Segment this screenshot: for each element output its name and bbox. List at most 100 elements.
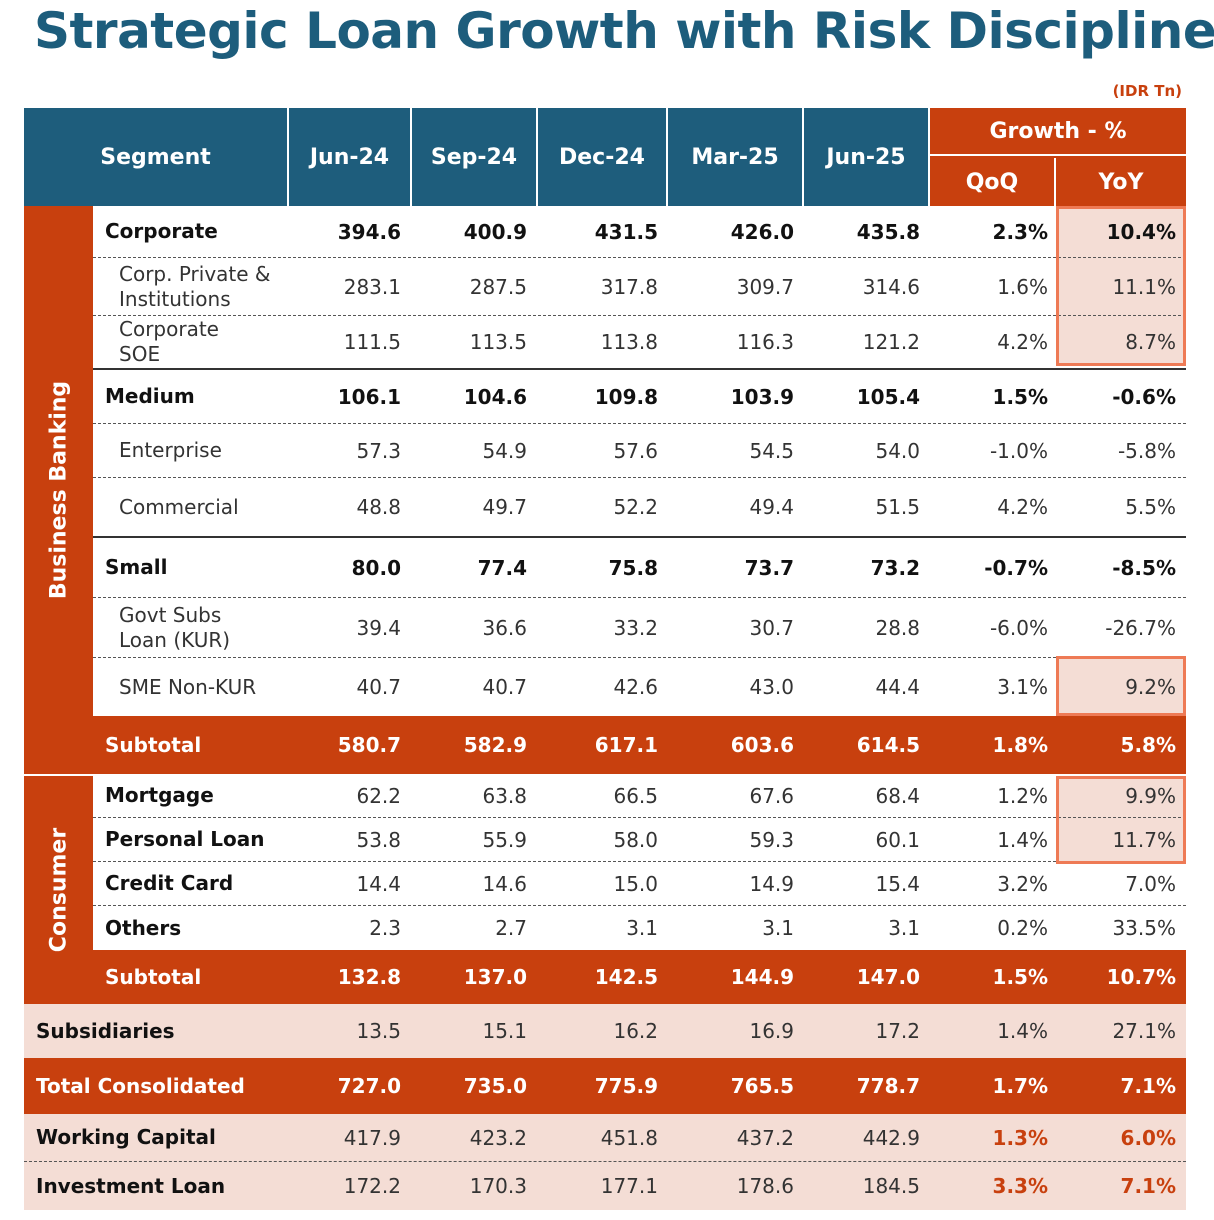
cell-value: 184.5 — [862, 1174, 920, 1198]
cell-value: 59.3 — [749, 827, 794, 852]
table-row: Mortgage 62.2 63.8 66.5 67.6 68.4 1.2% 9… — [93, 774, 1186, 818]
header-dec-24: Dec-24 — [538, 108, 668, 206]
table-row-subtotal: Subtotal 132.8 137.0 142.5 144.9 147.0 1… — [93, 950, 1186, 1004]
cell-qoq: -1.0% — [989, 438, 1048, 463]
cell-value: 178.6 — [736, 1174, 794, 1198]
cell-value: 77.4 — [477, 555, 527, 580]
row-label: Corporate — [105, 219, 218, 243]
cell-value: 132.8 — [337, 965, 401, 989]
cell-value: 2.3 — [369, 916, 401, 940]
cell-value: 33.2 — [613, 615, 658, 640]
yoy-highlight-sme-bg — [1058, 658, 1184, 714]
cell-yoy: 11.7% — [1112, 827, 1176, 852]
cell-value: 778.7 — [856, 1074, 920, 1098]
cell-qoq: 3.2% — [997, 871, 1048, 896]
cell-qoq: 4.2% — [997, 330, 1048, 354]
yoy-highlight-corporate-bg — [1058, 208, 1184, 364]
yoy-highlight-consumer-bg — [1058, 778, 1184, 862]
cell-qoq: 2.3% — [992, 219, 1048, 244]
cell-value: 113.8 — [600, 330, 658, 354]
cell-value: 75.8 — [608, 555, 658, 580]
cell-yoy: 6.0% — [1120, 1125, 1176, 1150]
cell-value: 80.0 — [351, 555, 401, 580]
cell-qoq: 1.6% — [997, 274, 1048, 299]
table-row: Corp. Private & Institutions 283.1 287.5… — [93, 258, 1186, 316]
cell-value: 49.4 — [749, 495, 794, 519]
header-mar-25: Mar-25 — [668, 108, 804, 206]
cell-yoy: 5.8% — [1120, 733, 1176, 757]
cell-value: 55.9 — [482, 827, 527, 852]
cell-yoy: 7.0% — [1125, 871, 1176, 896]
table-row: Corporate SOE 111.5 113.5 113.8 116.3 12… — [93, 316, 1186, 370]
row-label: Subtotal — [105, 732, 202, 757]
row-label: Credit Card — [105, 871, 234, 895]
header-growth: Growth - % QoQ YoY — [930, 108, 1186, 206]
table-header: Segment Jun-24 Sep-24 Dec-24 Mar-25 Jun-… — [24, 108, 1186, 206]
cell-value: 580.7 — [337, 733, 401, 757]
table-row: Enterprise 57.3 54.9 57.6 54.5 54.0 -1.0… — [93, 424, 1186, 478]
cell-value: 121.2 — [862, 330, 920, 354]
cell-value: 287.5 — [469, 274, 527, 299]
cell-value: 2.7 — [495, 916, 527, 940]
cell-qoq: 1.4% — [997, 827, 1048, 852]
header-sep-24: Sep-24 — [412, 108, 538, 206]
row-label: Subsidiaries — [36, 1018, 175, 1043]
cell-value: 63.8 — [482, 783, 527, 808]
header-yoy: YoY — [1098, 169, 1144, 195]
cell-value: 431.5 — [594, 219, 658, 244]
cell-value: 53.8 — [356, 827, 401, 852]
cell-value: 62.2 — [356, 783, 401, 808]
row-label: Personal Loan — [105, 827, 265, 851]
cell-value: 603.6 — [730, 733, 794, 757]
cell-value: 442.9 — [862, 1125, 920, 1150]
cell-value: 735.0 — [463, 1074, 527, 1098]
cell-qoq: 3.1% — [997, 675, 1048, 699]
table-row: Credit Card 14.4 14.6 15.0 14.9 15.4 3.2… — [93, 862, 1186, 906]
cell-value: 13.5 — [356, 1019, 401, 1043]
row-label: Others — [105, 915, 182, 940]
header-growth-title: Growth - % — [930, 108, 1186, 156]
cell-yoy: 7.1% — [1120, 1174, 1176, 1198]
cell-value: 14.6 — [482, 871, 527, 896]
cell-value: 172.2 — [343, 1174, 401, 1198]
cell-value: 394.6 — [337, 219, 401, 244]
cell-value: 15.4 — [875, 871, 920, 896]
cell-yoy: 8.7% — [1125, 330, 1176, 354]
cell-value: 14.9 — [749, 871, 794, 896]
cell-value: 44.4 — [875, 675, 920, 699]
table-row-subsidiaries: Subsidiaries 13.5 15.1 16.2 16.9 17.2 1.… — [24, 1004, 1186, 1058]
cell-value: 30.7 — [749, 615, 794, 640]
cell-value: 3.1 — [626, 916, 658, 940]
cell-yoy: -5.8% — [1117, 438, 1176, 463]
table-row-subtotal: Subtotal 580.7 582.9 617.1 603.6 614.5 1… — [93, 716, 1186, 774]
cell-yoy: 9.2% — [1125, 675, 1176, 699]
cell-yoy: 33.5% — [1112, 916, 1176, 940]
row-label: Investment Loan — [36, 1173, 226, 1198]
cell-qoq: 4.2% — [997, 495, 1048, 519]
cell-value: 66.5 — [613, 783, 658, 808]
cell-yoy: 27.1% — [1112, 1019, 1176, 1043]
cell-qoq: -0.7% — [984, 555, 1048, 580]
cell-value: 727.0 — [337, 1074, 401, 1098]
cell-value: 40.7 — [482, 675, 527, 699]
table-row: Commercial 48.8 49.7 52.2 49.4 51.5 4.2%… — [93, 478, 1186, 538]
yoy-highlight-corporate — [1056, 206, 1186, 366]
table-row-investment-loan: Investment Loan 172.2 170.3 177.1 178.6 … — [24, 1162, 1186, 1210]
cell-value: 177.1 — [600, 1174, 658, 1198]
cell-value: 111.5 — [343, 330, 401, 354]
cell-yoy: 11.1% — [1112, 274, 1176, 299]
row-label: Corp. Private & Institutions — [119, 261, 271, 311]
row-label: Mortgage — [105, 783, 214, 807]
cell-qoq: -6.0% — [989, 615, 1048, 640]
cell-value: 67.6 — [749, 783, 794, 808]
cell-value: 317.8 — [600, 274, 658, 299]
cell-value: 54.0 — [875, 438, 920, 463]
cell-yoy: 7.1% — [1120, 1074, 1176, 1098]
cell-value: 426.0 — [730, 219, 794, 244]
cell-value: 28.8 — [875, 615, 920, 640]
row-label: Total Consolidated — [36, 1073, 245, 1098]
yoy-highlight-consumer — [1056, 776, 1186, 864]
cell-value: 58.0 — [613, 827, 658, 852]
cell-value: 113.5 — [469, 330, 527, 354]
section-consumer-label: Consumer — [46, 827, 71, 953]
